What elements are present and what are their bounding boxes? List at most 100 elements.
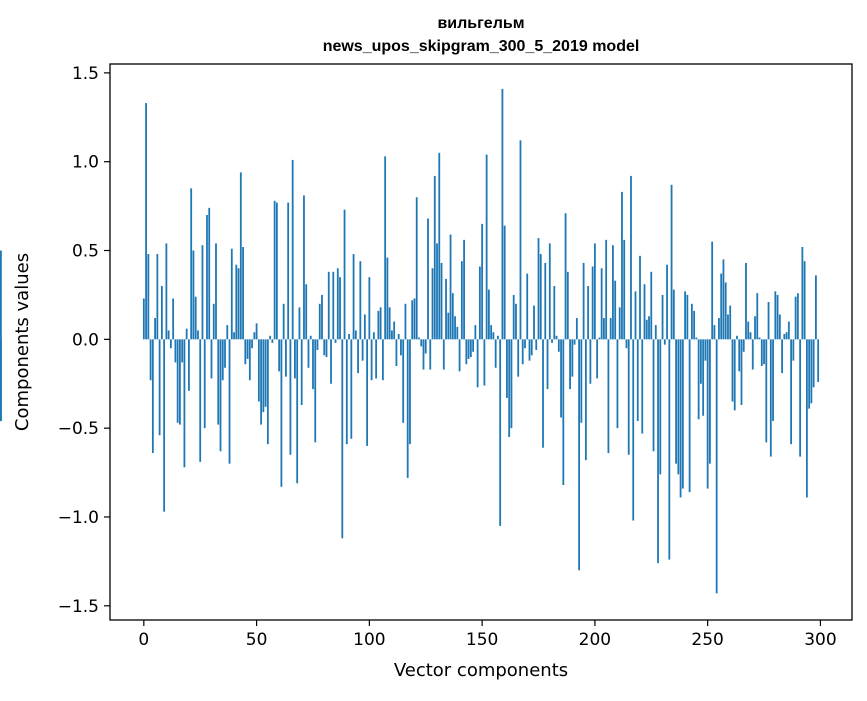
- bar: [411, 300, 414, 340]
- bar: [210, 339, 213, 379]
- y-axis-label: Components values: [12, 253, 33, 431]
- bar: [749, 332, 752, 340]
- bar: [242, 246, 244, 340]
- bar: [751, 339, 754, 370]
- bar: [332, 271, 335, 340]
- bar: [661, 294, 664, 340]
- bar: [312, 339, 314, 390]
- bar: [357, 339, 359, 374]
- bar: [413, 298, 416, 340]
- bar: [578, 339, 580, 571]
- bar: [706, 339, 709, 489]
- bar: [323, 339, 326, 356]
- bar: [296, 339, 299, 484]
- bar: [391, 330, 393, 340]
- bar: [679, 339, 682, 498]
- bar: [767, 302, 770, 340]
- y-tick-label: 1.5: [72, 64, 99, 84]
- bar: [235, 264, 238, 340]
- bar: [370, 339, 373, 381]
- bar: [257, 339, 260, 402]
- bar: [553, 286, 556, 340]
- bar: [415, 197, 418, 340]
- bar: [260, 339, 262, 425]
- bar: [472, 339, 474, 352]
- bar: [715, 339, 718, 594]
- bar: [345, 339, 348, 445]
- bar: [593, 243, 596, 340]
- x-tick-label: 200: [579, 630, 611, 650]
- bar: [643, 284, 646, 340]
- bar: [248, 339, 251, 381]
- bar: [307, 339, 310, 368]
- bar: [436, 243, 438, 340]
- bar: [659, 339, 662, 475]
- bar: [765, 339, 768, 443]
- bar: [503, 225, 506, 340]
- bar: [490, 325, 493, 340]
- bar: [740, 339, 743, 406]
- bar: [591, 266, 594, 340]
- bar: [704, 339, 707, 361]
- bar: [783, 334, 786, 340]
- bar: [0, 339, 2, 422]
- bar: [174, 339, 177, 363]
- bar: [363, 314, 366, 340]
- plot-frame: [109, 63, 853, 621]
- bar: [418, 337, 420, 340]
- bar: [264, 339, 267, 407]
- bar: [348, 334, 350, 340]
- bar: [291, 159, 294, 340]
- bar: [300, 339, 303, 406]
- bar: [539, 254, 542, 340]
- bar: [330, 339, 332, 384]
- bar: [460, 261, 463, 340]
- bar: [393, 321, 396, 340]
- bar: [285, 339, 287, 377]
- bar: [142, 298, 145, 340]
- bar: [230, 248, 233, 340]
- bar: [794, 296, 797, 340]
- bar: [781, 339, 783, 374]
- bar: [672, 289, 675, 340]
- bar: [776, 294, 779, 340]
- bar: [778, 314, 781, 340]
- bar: [501, 88, 504, 340]
- bar: [217, 339, 220, 425]
- bar: [433, 175, 436, 340]
- bar: [402, 339, 405, 423]
- bar: [569, 339, 571, 390]
- bar: [255, 323, 258, 340]
- bar: [154, 318, 156, 340]
- bar: [278, 339, 281, 372]
- bar: [652, 339, 655, 452]
- bar: [557, 339, 560, 352]
- bar: [801, 246, 804, 340]
- bar: [246, 339, 249, 359]
- bar: [650, 271, 653, 340]
- bar: [686, 294, 689, 340]
- bar: [497, 335, 499, 340]
- bar: [190, 188, 193, 340]
- bar: [774, 291, 777, 340]
- bar: [224, 339, 226, 368]
- bar: [670, 184, 673, 340]
- bar: [183, 339, 186, 468]
- bar: [294, 339, 296, 379]
- bar: [334, 339, 337, 343]
- bar: [555, 335, 558, 340]
- bar: [722, 259, 725, 340]
- bar: [483, 339, 486, 386]
- bar: [603, 318, 605, 340]
- bar: [449, 234, 452, 340]
- bar: [546, 339, 549, 390]
- bar: [427, 218, 429, 340]
- bar: [381, 339, 384, 381]
- bar: [614, 280, 617, 340]
- axis-ticks: 0 50 100 150 200 250 300 1.5 1.0 0.5 0.0 −0.5 −1.0 −1…: [58, 64, 837, 650]
- bar: [179, 339, 181, 425]
- bar: [487, 289, 490, 340]
- bar: [657, 339, 659, 564]
